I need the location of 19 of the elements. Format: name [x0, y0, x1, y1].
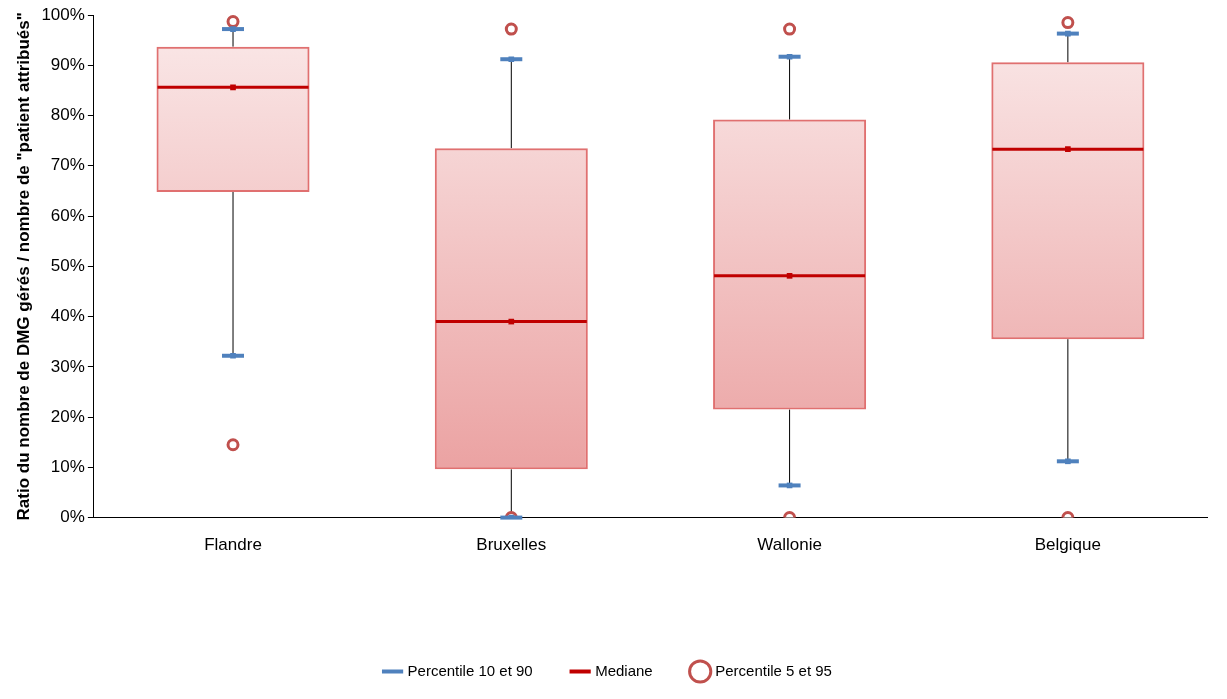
legend-label: Mediane	[595, 661, 653, 679]
y-tick-label: 20%	[50, 406, 85, 426]
legend-label: Percentile 5 et 95	[715, 661, 832, 679]
x-tick-label: Belgique	[1034, 535, 1101, 555]
y-tick-label: 50%	[50, 255, 85, 275]
y-tick-label: 0%	[60, 507, 85, 527]
y-tick-label: 80%	[50, 105, 85, 125]
x-tick-label: Bruxelles	[476, 535, 547, 555]
y-tick-label: 10%	[50, 457, 85, 477]
x-tick-label: Flandre	[204, 535, 262, 555]
y-tick-label: 90%	[50, 54, 85, 74]
y-tick-label: 70%	[50, 155, 85, 175]
y-axis-title: Ratio du nombre de DMG gérés / nombre de "patient attribués"	[13, 12, 33, 521]
legend-label: Percentile 10 et 90	[407, 661, 533, 679]
y-tick-label: 100%	[41, 4, 85, 24]
x-tick-label: Wallonie	[757, 535, 822, 555]
y-tick-label: 60%	[50, 205, 85, 225]
y-tick-label: 40%	[50, 306, 85, 326]
y-tick-label: 30%	[50, 356, 85, 376]
